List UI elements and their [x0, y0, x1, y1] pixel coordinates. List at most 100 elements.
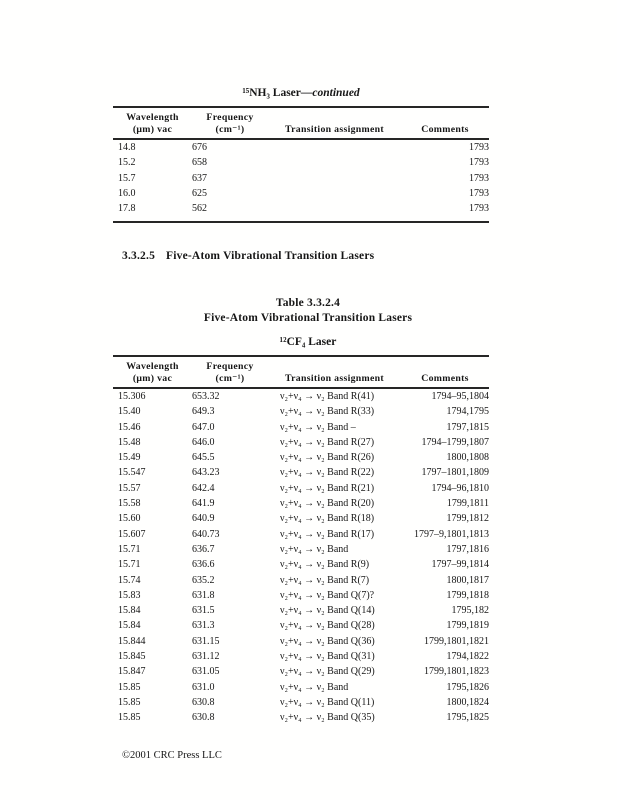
- transition-cell: ν₂+ν₄ → ν₂ Band R(27): [280, 436, 375, 448]
- transition-cell: [268, 155, 401, 170]
- wavelength-cell: 15.49: [118, 452, 141, 464]
- table-row: 15.74 635.2 ν₂+ν₄ → ν₂ Band R(7) 1800,18…: [113, 573, 489, 588]
- transition-cell: ν₂+ν₄ → ν₂ Band R(22): [280, 467, 375, 479]
- transition-cell: ν₂+ν₄ → ν₂ Band Q(28): [280, 620, 375, 632]
- wavelength-cell: 15.58: [118, 498, 141, 510]
- table-row: 15.547 643.23 ν₂+ν₄ → ν₂ Band R(22) 1797…: [113, 465, 489, 480]
- transition-cell: ν₂+ν₄ → ν₂ Band R(20): [280, 498, 375, 510]
- comments-cell: 1797–1801,1809: [421, 467, 490, 479]
- wavelength-cell: 15.71: [118, 543, 141, 555]
- cf4-laser-subtitle: ¹²CF₄ Laser: [279, 336, 337, 348]
- comments-cell: 1797,1815: [446, 421, 490, 433]
- frequency-cell: 631.8: [192, 589, 215, 601]
- comments-cell: 1794,1822: [446, 651, 490, 663]
- transition-cell: ν₂+ν₄ → ν₂ Band Q(29): [280, 666, 375, 678]
- comments-cell: 1800,1824: [446, 696, 490, 708]
- frequency-cell: 631.5: [192, 605, 215, 617]
- frequency-header: Frequency: [206, 112, 254, 123]
- table-row: 15.306 653.32 ν₂+ν₄ → ν₂ Band R(41) 1794…: [113, 388, 489, 404]
- comments-cell: 1797–99,1814: [431, 559, 490, 571]
- table-row: 16.0 625 1793: [113, 186, 489, 201]
- table-row: 15.85 631.0 ν₂+ν₄ → ν₂ Band 1795,1826: [113, 680, 489, 695]
- table-row: 15.847 631.05 ν₂+ν₄ → ν₂ Band Q(29) 1799…: [113, 664, 489, 679]
- wavelength-cell: 15.40: [118, 406, 141, 418]
- comments-cell: 1795,1825: [446, 712, 490, 724]
- table-row: 15.49 645.5 ν₂+ν₄ → ν₂ Band R(26) 1800,1…: [113, 450, 489, 465]
- section-number: 3.3.2.5: [122, 250, 156, 262]
- wavelength-cell: 14.8: [118, 142, 136, 153]
- frequency-cell: 653.32: [192, 391, 220, 402]
- table-row: 15.7 637 1793: [113, 171, 489, 186]
- cf4-laser-table: Wavelength Frequency (μm) vac (cm⁻¹) Tra…: [113, 355, 489, 726]
- comments-cell: 1793: [469, 172, 489, 184]
- comments-cell: 1799,1818: [446, 589, 490, 601]
- frequency-cell: 631.3: [192, 620, 215, 632]
- wavelength-cell: 15.547: [118, 467, 146, 479]
- wavelength-cell: 15.60: [118, 513, 141, 525]
- comments-header: Comments: [401, 123, 489, 140]
- frequency-cell: 635.2: [192, 574, 215, 586]
- nh3-table-title-continued: continued: [312, 87, 360, 99]
- wavelength-cell: 15.84: [118, 620, 141, 632]
- transition-header: Transition assignment: [268, 372, 401, 389]
- comments-cell: 1800,1817: [446, 574, 490, 586]
- table-row: 15.83 631.8 ν₂+ν₄ → ν₂ Band Q(7)? 1799,1…: [113, 588, 489, 603]
- wavelength-cell: 15.48: [118, 436, 141, 448]
- transition-header: Transition assignment: [268, 123, 401, 140]
- comments-cell: 1793: [469, 157, 489, 169]
- nh3-laser-table-block: ¹⁵NH₃ Laser—continued Wavelength Frequen…: [113, 86, 489, 224]
- transition-cell: ν₂+ν₄ → ν₂ Band –: [280, 421, 356, 433]
- transition-cell: ν₂+ν₄ → ν₂ Band Q(11): [280, 696, 375, 708]
- wavelength-cell: 16.0: [118, 187, 136, 199]
- transition-cell: [268, 171, 401, 186]
- wavelength-cell: 15.7: [118, 172, 136, 184]
- table-row: 15.85 630.8 ν₂+ν₄ → ν₂ Band Q(11) 1800,1…: [113, 695, 489, 710]
- transition-cell: ν₂+ν₄ → ν₂ Band R(33): [280, 406, 375, 418]
- wavelength-cell: 15.83: [118, 589, 141, 601]
- transition-cell: ν₂+ν₄ → ν₂ Band R(21): [280, 482, 375, 494]
- table-row: 15.71 636.6 ν₂+ν₄ → ν₂ Band R(9) 1797–99…: [113, 557, 489, 572]
- wavelength-cell: 15.85: [118, 696, 141, 708]
- wavelength-cell: 15.85: [118, 681, 141, 693]
- nh3-table-title-text: ¹⁵NH₃ Laser—: [242, 87, 313, 99]
- transition-cell: ν₂+ν₄ → ν₂ Band R(26): [280, 452, 375, 464]
- table-row: 15.57 642.4 ν₂+ν₄ → ν₂ Band R(21) 1794–9…: [113, 481, 489, 496]
- comments-cell: 1797–9,1801,1813: [414, 528, 489, 540]
- frequency-cell: 625: [192, 187, 207, 199]
- table-row: 15.60 640.9 ν₂+ν₄ → ν₂ Band R(18) 1799,1…: [113, 511, 489, 526]
- wavelength-cell: 15.844: [118, 635, 146, 647]
- transition-cell: ν₂+ν₄ → ν₂ Band R(18): [280, 513, 375, 525]
- table-row: 15.58 641.9 ν₂+ν₄ → ν₂ Band R(20) 1799,1…: [113, 496, 489, 511]
- wavelength-cell: 15.847: [118, 666, 146, 678]
- wavelength-header: Wavelength: [126, 112, 179, 123]
- comments-cell: 1794–95,1804: [431, 391, 490, 402]
- table-row: 14.8 676 1793: [113, 139, 489, 155]
- transition-cell: ν₂+ν₄ → ν₂ Band Q(36): [280, 635, 375, 647]
- frequency-unit-header: (cm⁻¹): [192, 372, 268, 389]
- table-caption-title: Five-Atom Vibrational Transition Lasers: [203, 311, 413, 324]
- frequency-cell: 631.12: [192, 651, 220, 663]
- wavelength-cell: 17.8: [118, 203, 136, 215]
- cf4-laser-table-block: Wavelength Frequency (μm) vac (cm⁻¹) Tra…: [113, 355, 489, 726]
- transition-cell: [268, 186, 401, 201]
- wavelength-unit-header: (μm) vac: [113, 123, 192, 140]
- frequency-cell: 562: [192, 203, 207, 215]
- table-row: 15.2 658 1793: [113, 155, 489, 170]
- table-row: 15.607 640.73 ν₂+ν₄ → ν₂ Band R(17) 1797…: [113, 527, 489, 542]
- comments-cell: 1794–1799,1807: [421, 436, 490, 448]
- frequency-cell: 642.4: [192, 482, 215, 494]
- transition-cell: ν₂+ν₄ → ν₂ Band Q(35): [280, 712, 375, 724]
- transition-cell: ν₂+ν₄ → ν₂ Band R(41): [280, 391, 375, 402]
- nh3-table-body: 14.8 676 1793 15.2 658 1793 15.7: [113, 139, 489, 222]
- frequency-cell: 630.8: [192, 712, 215, 724]
- comments-cell: 1799,1819: [446, 620, 490, 632]
- nh3-laser-table: Wavelength Frequency (μm) vac (cm⁻¹) Tra…: [113, 106, 489, 224]
- frequency-cell: 631.0: [192, 681, 215, 693]
- frequency-cell: 676: [192, 142, 207, 153]
- table-row: 15.71 636.7 ν₂+ν₄ → ν₂ Band 1797,1816: [113, 542, 489, 557]
- transition-cell: ν₂+ν₄ → ν₂ Band: [280, 681, 349, 693]
- wavelength-cell: 15.845: [118, 651, 146, 663]
- transition-cell: ν₂+ν₄ → ν₂ Band R(9): [280, 559, 370, 571]
- comments-cell: 1794–96,1810: [431, 482, 490, 494]
